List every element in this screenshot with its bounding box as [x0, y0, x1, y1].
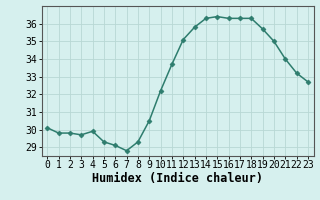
- X-axis label: Humidex (Indice chaleur): Humidex (Indice chaleur): [92, 172, 263, 185]
